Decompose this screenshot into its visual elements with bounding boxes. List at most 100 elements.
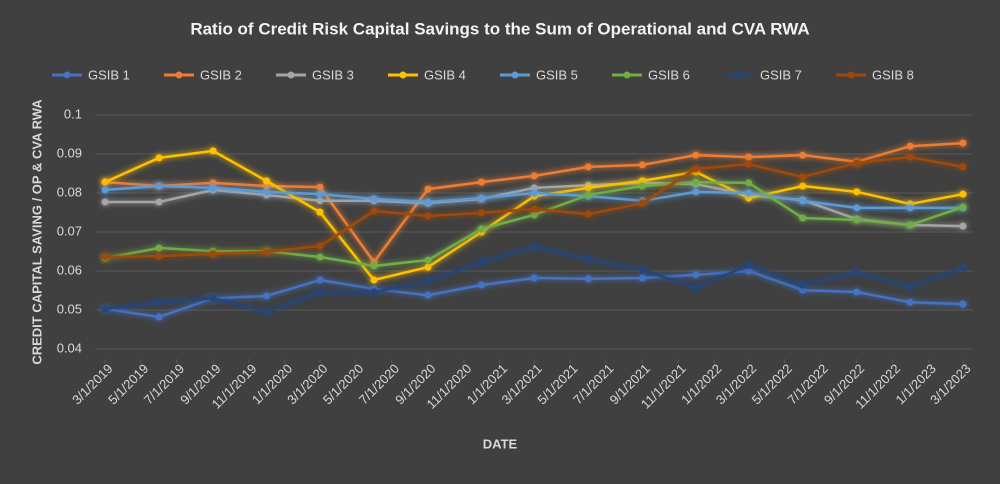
- point: [959, 222, 967, 230]
- point: [530, 205, 538, 213]
- x-axis-title: DATE: [483, 436, 518, 451]
- point: [101, 178, 109, 186]
- point: [906, 204, 914, 212]
- point: [906, 221, 914, 229]
- point: [477, 194, 485, 202]
- point: [799, 182, 807, 190]
- point: [745, 153, 753, 161]
- point: [316, 208, 324, 216]
- point: [530, 184, 538, 192]
- point: [262, 248, 270, 256]
- legend-marker: [63, 71, 71, 79]
- series: [101, 243, 967, 316]
- series: [101, 178, 967, 270]
- point: [316, 190, 324, 198]
- y-tick-label: 0.07: [57, 223, 82, 238]
- point: [262, 292, 270, 300]
- point: [959, 264, 967, 272]
- legend-marker: [623, 71, 631, 79]
- point: [424, 198, 432, 206]
- point: [155, 182, 163, 190]
- point: [262, 188, 270, 196]
- point: [584, 210, 592, 218]
- point: [370, 207, 378, 215]
- point: [316, 253, 324, 261]
- point: [101, 253, 109, 261]
- point: [799, 151, 807, 159]
- point: [424, 185, 432, 193]
- point: [799, 173, 807, 181]
- point: [745, 189, 753, 197]
- point: [959, 203, 967, 211]
- point: [424, 291, 432, 299]
- point: [424, 263, 432, 271]
- legend-label: GSIB 8: [872, 67, 914, 82]
- point: [853, 204, 861, 212]
- point: [155, 244, 163, 252]
- point: [530, 189, 538, 197]
- point: [584, 275, 592, 283]
- point: [316, 183, 324, 191]
- point: [262, 182, 270, 190]
- legend-label: GSIB 3: [312, 67, 354, 82]
- point: [584, 163, 592, 171]
- point: [692, 178, 700, 186]
- point: [638, 177, 646, 185]
- point: [530, 243, 538, 251]
- point: [584, 184, 592, 192]
- y-tick-label: 0.09: [57, 145, 82, 160]
- point: [692, 284, 700, 292]
- y-tick-label: 0.04: [57, 340, 82, 355]
- point: [316, 288, 324, 296]
- point: [530, 172, 538, 180]
- point: [959, 300, 967, 308]
- point: [853, 288, 861, 296]
- point: [745, 194, 753, 202]
- point: [638, 161, 646, 169]
- point: [209, 294, 217, 302]
- legend-label: GSIB 4: [424, 67, 466, 82]
- point: [316, 276, 324, 284]
- point: [316, 197, 324, 205]
- point: [745, 179, 753, 187]
- point: [370, 195, 378, 203]
- point: [477, 225, 485, 233]
- point: [853, 188, 861, 196]
- series: [101, 153, 967, 261]
- y-tick-label: 0.06: [57, 262, 82, 277]
- point: [799, 197, 807, 205]
- point: [853, 216, 861, 224]
- point: [638, 182, 646, 190]
- y-tick-label: 0.05: [57, 301, 82, 316]
- y-tick-label: 0.1: [64, 106, 82, 121]
- chart-title: Ratio of Credit Risk Capital Savings to …: [190, 19, 809, 38]
- point: [262, 308, 270, 316]
- point: [209, 147, 217, 155]
- point: [101, 305, 109, 313]
- point: [959, 190, 967, 198]
- point: [692, 271, 700, 279]
- point: [101, 198, 109, 206]
- point: [370, 288, 378, 296]
- point: [799, 281, 807, 289]
- legend-label: GSIB 6: [648, 67, 690, 82]
- legend-label: GSIB 5: [536, 67, 578, 82]
- point: [209, 179, 217, 187]
- point: [477, 281, 485, 289]
- point: [638, 199, 646, 207]
- point: [424, 212, 432, 220]
- point: [370, 276, 378, 284]
- point: [692, 151, 700, 159]
- legend-marker: [735, 71, 743, 79]
- point: [799, 286, 807, 294]
- point: [638, 266, 646, 274]
- point: [906, 283, 914, 291]
- point: [959, 139, 967, 147]
- legend-label: GSIB 2: [200, 67, 242, 82]
- point: [155, 154, 163, 162]
- point: [853, 159, 861, 167]
- point: [745, 160, 753, 168]
